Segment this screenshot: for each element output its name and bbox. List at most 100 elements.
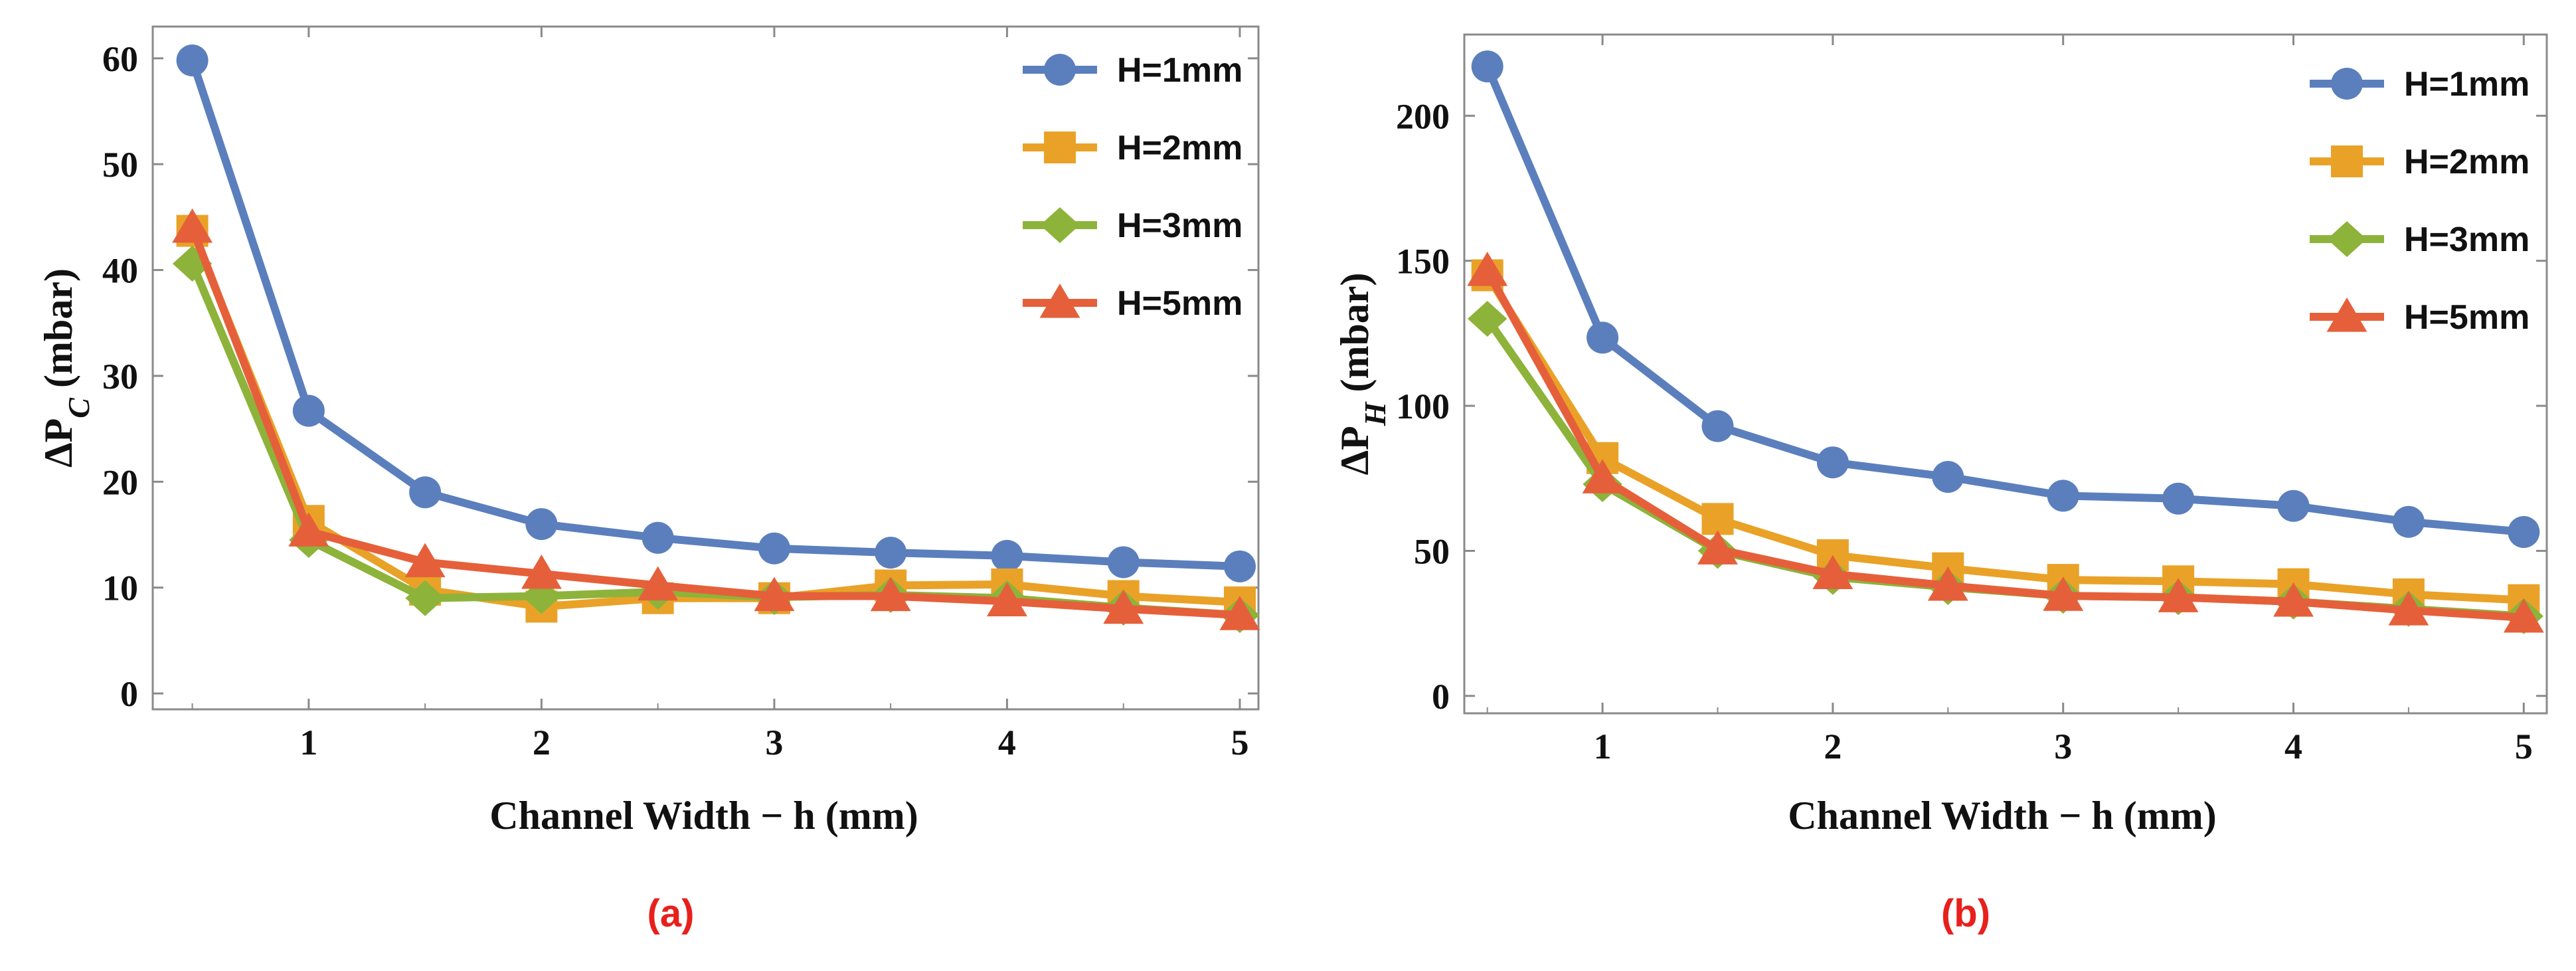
y-tick-label: 10: [102, 569, 138, 608]
data-point: [1219, 596, 1260, 630]
series-H=1mm: [1471, 50, 2540, 549]
series-line: [1483, 271, 2528, 604]
data-point: [1812, 555, 1853, 589]
data-point: [521, 554, 562, 589]
x-tick-label: 5: [2515, 727, 2533, 766]
series-H=5mm: [172, 208, 1260, 630]
x-tick-label: 2: [1824, 727, 1842, 766]
legend-label: H=1mm: [1117, 51, 1243, 90]
data-point: [2508, 516, 2540, 549]
legend-marker: [1040, 207, 1080, 243]
legend-label: H=5mm: [1117, 284, 1243, 323]
data-point: [642, 521, 674, 554]
legend-marker: [2331, 145, 2363, 177]
legend-label: H=2mm: [2404, 143, 2530, 181]
plot-frame: [1463, 33, 2548, 715]
y-tick-label: 60: [102, 39, 138, 79]
data-point: [2047, 480, 2079, 512]
series-line: [188, 226, 1244, 611]
data-point: [2043, 576, 2084, 611]
legend-entry: H=1mm: [2310, 65, 2530, 104]
data-point: [2158, 578, 2199, 612]
data-point: [1697, 530, 1738, 565]
legend-label: H=3mm: [2404, 221, 2530, 259]
legend-entry: H=1mm: [1023, 51, 1243, 90]
legend-label: H=5mm: [2404, 298, 2530, 337]
data-point: [1816, 446, 1849, 479]
y-tick-label: 50: [102, 145, 138, 185]
series-H=5mm: [1467, 251, 2544, 633]
legend-label: H=2mm: [1117, 129, 1243, 167]
y-tick-label: 200: [1396, 96, 1450, 136]
x-tick-label: 4: [998, 723, 1016, 762]
legend-entry: H=5mm: [1023, 284, 1243, 323]
series-line: [188, 223, 1244, 620]
y-axis-label: ΔPH (mbar): [1333, 272, 1392, 475]
x-tick-label: 3: [2054, 727, 2072, 766]
data-point: [1927, 566, 1968, 601]
data-point: [2277, 489, 2310, 522]
data-point: [1587, 321, 1619, 354]
data-point: [758, 532, 790, 565]
data-point: [2162, 482, 2195, 515]
y-tick-label: 40: [102, 251, 138, 291]
data-point: [292, 395, 325, 427]
data-point: [2503, 598, 2544, 633]
legend-entry: H=3mm: [1023, 207, 1243, 245]
data-point: [1471, 50, 1503, 83]
x-axis-label: Channel Width − h (mm): [489, 794, 918, 838]
x-tick-label: 1: [300, 723, 317, 762]
data-point: [991, 539, 1023, 572]
legend-label: H=1mm: [2404, 65, 2530, 104]
data-point: [875, 537, 907, 569]
panel-label: (b): [1941, 892, 1990, 935]
data-point: [1701, 410, 1734, 442]
data-point: [176, 44, 209, 77]
data-point: [2273, 582, 2314, 617]
data-point: [638, 566, 679, 601]
y-tick-label: 50: [1414, 531, 1450, 571]
y-tick-label: 0: [1432, 677, 1450, 717]
data-point: [870, 576, 911, 612]
data-point: [2388, 590, 2429, 626]
data-point: [405, 580, 445, 616]
data-point: [1467, 251, 1508, 286]
legend-entry: H=5mm: [2310, 298, 2530, 337]
data-point: [2392, 505, 2425, 538]
legend-entry: H=2mm: [2310, 143, 2530, 181]
x-axis-label: Channel Width − h (mm): [1788, 794, 2216, 838]
legend-entry: H=3mm: [2310, 221, 2530, 259]
series-line: [1483, 62, 2528, 537]
x-tick-label: 5: [1231, 723, 1248, 762]
data-point: [1103, 589, 1144, 624]
x-tick-label: 1: [1594, 727, 1612, 766]
legend-entry: H=2mm: [1023, 129, 1243, 167]
data-point: [754, 576, 795, 612]
legend-marker: [1039, 284, 1080, 318]
data-point: [1582, 459, 1623, 493]
y-tick-label: 30: [102, 357, 138, 397]
y-tick-label: 100: [1396, 387, 1450, 426]
data-point: [1107, 546, 1140, 578]
legend-marker: [2327, 221, 2367, 257]
plot-frame: [151, 25, 1260, 711]
series-H=1mm: [176, 44, 1256, 582]
legend-label: H=3mm: [1117, 207, 1243, 245]
data-point: [1223, 550, 1256, 582]
data-point: [986, 582, 1027, 617]
x-tick-label: 3: [765, 723, 783, 762]
data-point: [525, 508, 558, 541]
legend-marker: [1044, 54, 1076, 86]
chart-panel-1: 1 2 3 4 5050100150200H=1mmH=2mmH=3mmH=5mmCha…: [1333, 33, 2548, 935]
data-point: [1467, 301, 1507, 337]
legend-marker: [1044, 132, 1076, 163]
y-tick-label: 0: [120, 674, 138, 714]
data-point: [172, 208, 213, 243]
data-point: [288, 512, 329, 547]
y-axis-label: ΔPC (mbar): [37, 268, 96, 468]
data-point: [1932, 461, 1964, 493]
data-point: [404, 543, 446, 578]
legend-marker: [2331, 68, 2363, 100]
